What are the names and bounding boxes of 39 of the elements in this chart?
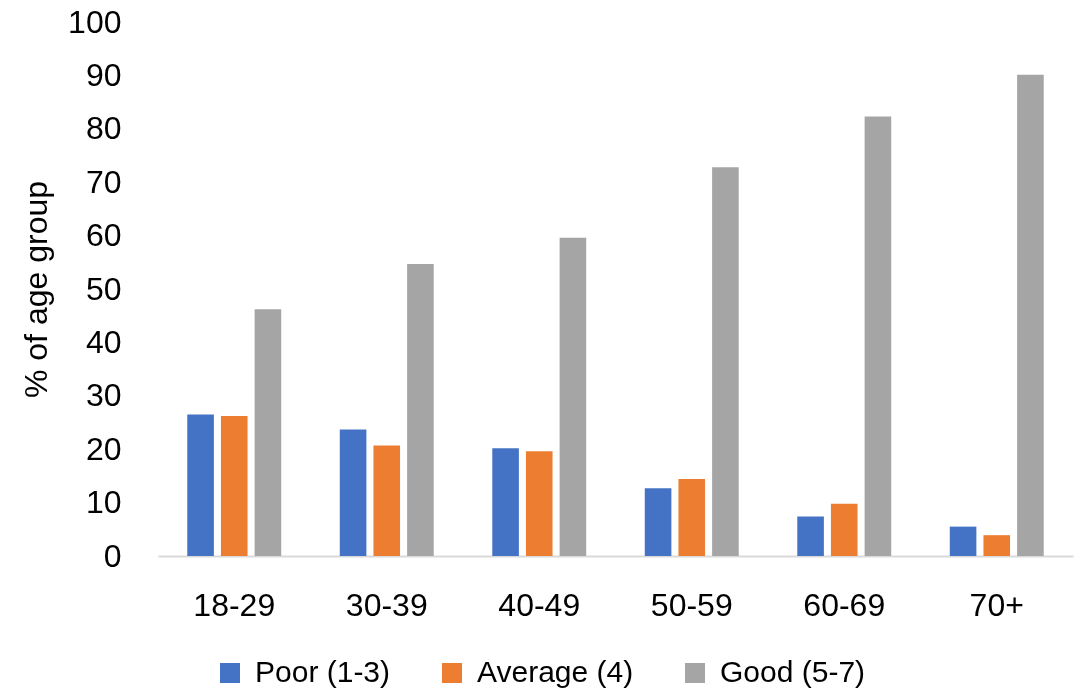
bar [949, 526, 977, 556]
bar [712, 167, 739, 556]
y-tick-label: 30 [85, 377, 122, 414]
legend-label: Good (5-7) [720, 655, 866, 688]
bar [559, 237, 587, 556]
x-tick-label: 18-29 [193, 586, 276, 623]
y-tick-label: 40 [85, 323, 122, 360]
x-tick-label: 30-39 [345, 586, 428, 623]
x-tick-label: 50-59 [650, 586, 733, 623]
y-tick-label: 50 [85, 270, 122, 307]
bar [187, 414, 214, 556]
y-tick-label: 90 [85, 56, 122, 93]
y-tick-label: 70 [85, 163, 122, 200]
y-axis-title: % of age group [18, 180, 55, 399]
y-tick-label: 10 [85, 484, 122, 521]
bar [983, 535, 1011, 556]
bar [525, 451, 553, 556]
y-tick-label: 0 [103, 537, 122, 574]
bar [678, 479, 706, 556]
bar [373, 445, 401, 556]
y-tick-label: 20 [85, 430, 122, 467]
bar [797, 516, 824, 556]
x-tick-label: 70+ [969, 586, 1024, 623]
x-tick-label: 60-69 [803, 586, 886, 623]
bar [492, 448, 519, 556]
bar [407, 263, 434, 556]
bar [1017, 74, 1044, 556]
bar [864, 116, 892, 556]
bar [254, 309, 282, 556]
legend-label: Poor (1-3) [255, 655, 391, 688]
y-tick-label: 100 [68, 3, 122, 40]
bar [644, 488, 672, 556]
y-tick-label: 80 [85, 110, 122, 147]
legend-label: Average (4) [477, 655, 634, 688]
x-tick-label: 40-49 [498, 586, 581, 623]
bar [220, 416, 248, 556]
bar [830, 503, 858, 556]
y-tick-label: 60 [85, 217, 122, 254]
bar [339, 429, 367, 556]
